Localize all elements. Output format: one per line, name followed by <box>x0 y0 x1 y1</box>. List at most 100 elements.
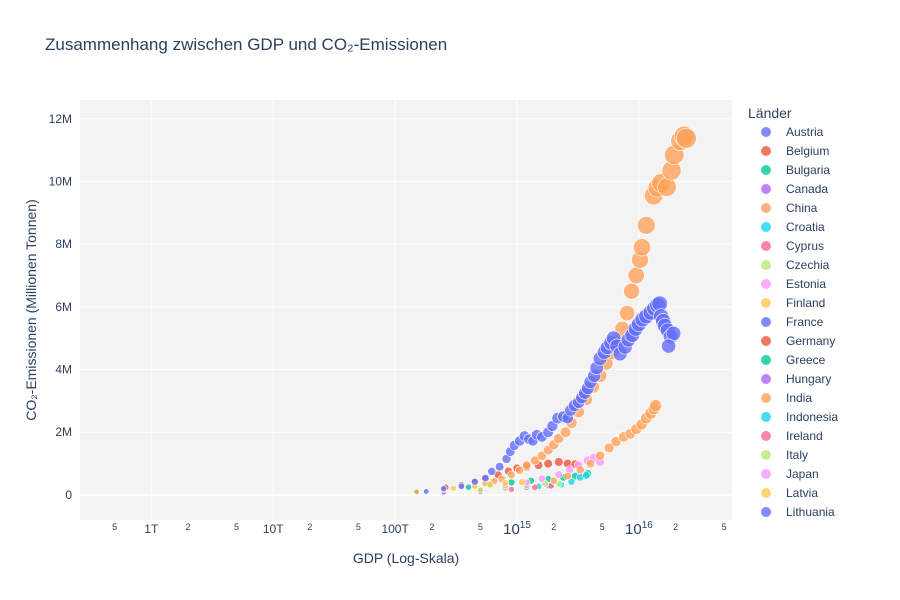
legend-marker <box>761 127 771 137</box>
y-tick-label: 12M <box>49 112 72 126</box>
tick-layer: 0 2M 4M 6M 8M 10M 12M 5 1T 2 5 10T 2 5 100T 2 5 1015 2 5 101… <box>49 112 727 538</box>
x-tick-label: 5 <box>722 522 727 532</box>
legend-label: Estonia <box>786 277 826 291</box>
data-point <box>508 485 515 493</box>
legend-marker <box>761 222 771 232</box>
legend-item-estonia[interactable]: Estonia <box>761 277 826 291</box>
legend-item-france[interactable]: France <box>761 315 824 329</box>
legend-marker <box>761 336 771 346</box>
data-point <box>657 177 677 197</box>
y-axis-title: CO₂-Emissionen (Millionen Tonnen) <box>23 199 39 421</box>
data-point <box>501 479 509 487</box>
chart-title: Zusammenhang zwischen GDP und CO₂-Emissi… <box>45 35 447 54</box>
legend-item-indonesia[interactable]: Indonesia <box>761 410 838 424</box>
legend-marker <box>761 469 771 479</box>
legend-marker <box>761 260 771 270</box>
data-point <box>543 458 553 469</box>
legend-marker <box>761 374 771 384</box>
legend-marker <box>761 488 771 498</box>
data-point <box>481 473 490 483</box>
x-axis-title: GDP (Log-Skala) <box>353 550 459 566</box>
legend-item-hungary[interactable]: Hungary <box>761 372 831 386</box>
legend-marker <box>761 412 771 422</box>
series-finland <box>449 478 526 492</box>
legend-item-cyprus[interactable]: Cyprus <box>761 239 824 253</box>
legend[interactable]: Austria Belgium Bulgaria Canada China Croatia… <box>761 125 838 519</box>
legend-label: Austria <box>786 125 824 139</box>
legend-item-canada[interactable]: Canada <box>761 182 828 196</box>
legend-label: Czechia <box>786 258 830 272</box>
legend-item-india[interactable]: India <box>761 391 812 405</box>
legend-label: France <box>786 315 824 329</box>
legend-item-china[interactable]: China <box>761 201 818 215</box>
legend-item-japan[interactable]: Japan <box>761 467 819 481</box>
legend-marker <box>761 393 771 403</box>
data-point <box>563 471 572 481</box>
legend-label: India <box>786 391 812 405</box>
data-point <box>582 471 591 480</box>
legend-label: Belgium <box>786 144 829 158</box>
legend-marker <box>761 450 771 460</box>
data-point <box>457 482 466 490</box>
y-tick-label: 2M <box>55 425 72 439</box>
x-tick-label: 2 <box>551 522 556 532</box>
series-china <box>413 125 697 495</box>
legend-item-latvia[interactable]: Latvia <box>761 486 818 500</box>
legend-label: Hungary <box>786 372 831 386</box>
legend-label: Italy <box>786 448 808 462</box>
legend-label: Cyprus <box>786 239 824 253</box>
legend-item-finland[interactable]: Finland <box>761 296 825 310</box>
legend-marker <box>761 146 771 156</box>
data-point <box>637 216 656 235</box>
data-point <box>440 485 447 493</box>
data-point <box>623 282 640 300</box>
data-point <box>518 478 526 486</box>
legend-item-greece[interactable]: Greece <box>761 353 826 367</box>
y-tick-label: 0 <box>65 488 72 502</box>
data-point <box>619 305 636 322</box>
y-tick-label: 6M <box>55 300 72 314</box>
data-point <box>595 450 606 461</box>
legend-marker <box>761 203 771 213</box>
data-point <box>522 460 532 470</box>
x-tick-label: 5 <box>234 522 239 532</box>
x-tick-label: 1015 <box>503 520 531 538</box>
y-tick-label: 8M <box>55 237 72 251</box>
legend-label: Finland <box>786 296 825 310</box>
legend-item-croatia[interactable]: Croatia <box>761 220 825 234</box>
data-point <box>413 488 420 495</box>
data-point <box>585 458 596 469</box>
legend-marker <box>761 279 771 289</box>
x-tick-label: 2 <box>307 522 312 532</box>
marker-layer <box>413 125 697 496</box>
legend-label: Bulgaria <box>786 163 830 177</box>
legend-label: Japan <box>786 467 819 481</box>
series-india <box>549 399 662 485</box>
legend-item-ireland[interactable]: Ireland <box>761 429 823 443</box>
legend-label: Indonesia <box>786 410 838 424</box>
legend-marker <box>761 507 771 517</box>
data-point <box>530 455 540 466</box>
legend-item-germany[interactable]: Germany <box>761 334 835 348</box>
legend-item-belgium[interactable]: Belgium <box>761 144 829 158</box>
x-tick-label: 10T <box>263 522 284 536</box>
data-point <box>536 450 547 461</box>
data-point <box>567 477 576 486</box>
legend-item-bulgaria[interactable]: Bulgaria <box>761 163 830 177</box>
data-point <box>549 476 558 485</box>
data-point <box>554 457 564 467</box>
legend-marker <box>761 184 771 194</box>
legend-item-italy[interactable]: Italy <box>761 448 808 462</box>
data-point <box>449 484 457 492</box>
grid-layer <box>80 100 732 520</box>
legend-marker <box>761 317 771 327</box>
data-point <box>470 477 479 486</box>
data-point <box>537 474 546 483</box>
legend-item-lithuania[interactable]: Lithuania <box>761 505 835 519</box>
legend-marker <box>761 355 771 365</box>
data-point <box>603 442 615 454</box>
y-tick-label: 4M <box>55 363 72 377</box>
data-point <box>507 470 516 480</box>
legend-item-austria[interactable]: Austria <box>761 125 824 139</box>
legend-item-czechia[interactable]: Czechia <box>761 258 830 272</box>
